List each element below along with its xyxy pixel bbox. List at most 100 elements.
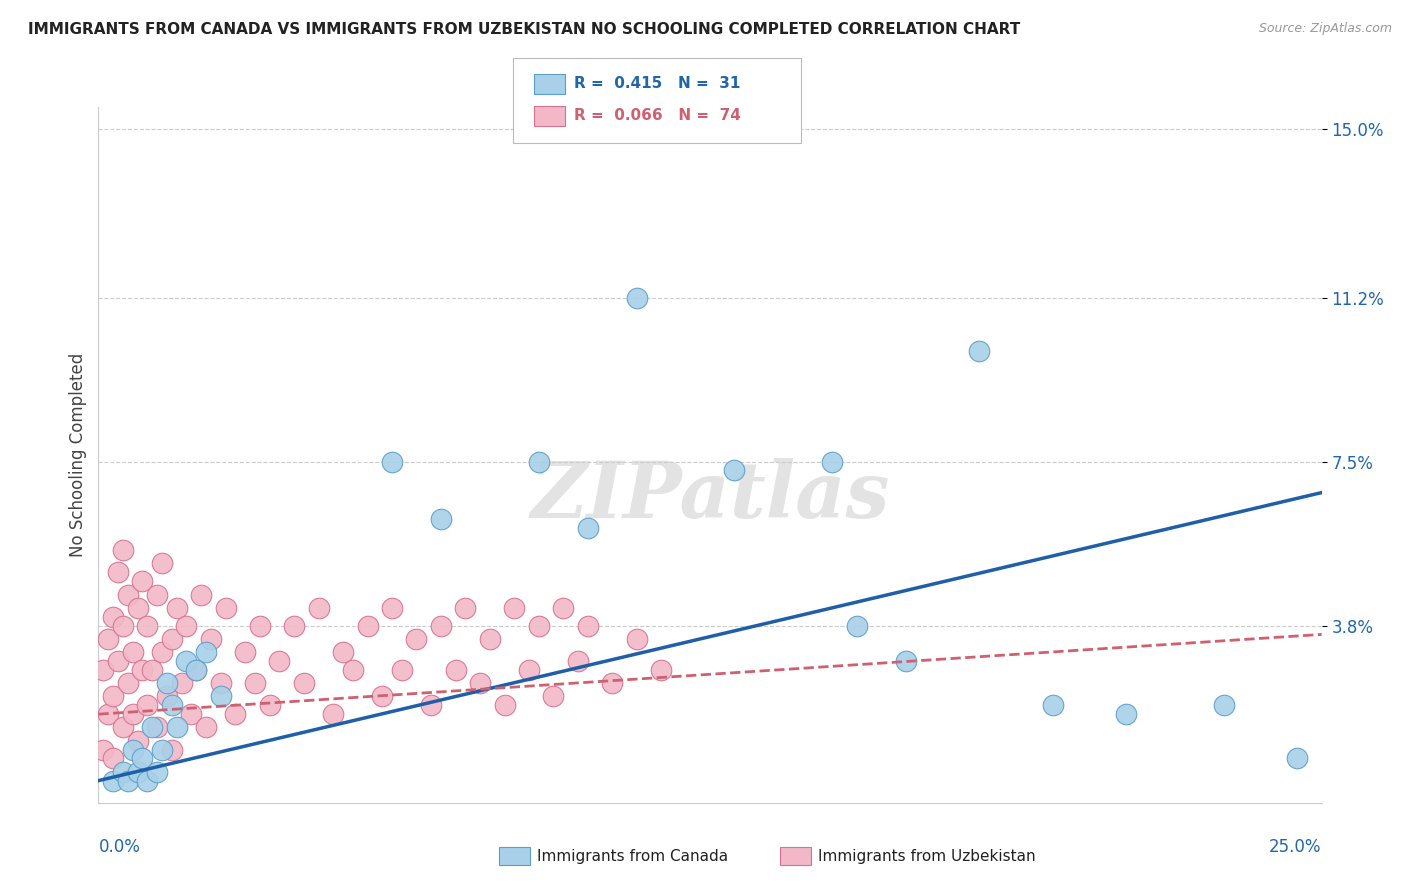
Point [527,618,550,632]
Point [101,690,124,704]
Point [478,632,501,646]
Point [405,632,427,646]
Point [127,764,149,779]
Point [342,663,364,677]
Point [141,721,163,735]
Y-axis label: No Schooling Completed: No Schooling Completed [69,353,87,557]
Point [214,600,236,615]
Point [381,600,404,615]
Point [136,618,159,632]
Point [131,751,153,765]
Point [1115,707,1137,722]
Point [371,690,394,704]
Point [527,454,550,468]
Point [186,663,208,677]
Point [107,566,129,580]
Point [170,676,193,690]
Point [650,663,672,677]
Text: 25.0%: 25.0% [1270,838,1322,856]
Text: Immigrants from Uzbekistan: Immigrants from Uzbekistan [818,849,1036,863]
Point [381,454,404,468]
Point [91,663,114,677]
Point [127,733,149,747]
Point [150,645,173,659]
Point [567,654,589,668]
Point [292,676,315,690]
Point [166,600,188,615]
Point [121,645,143,659]
Point [332,645,354,659]
Point [200,632,222,646]
Point [1042,698,1064,713]
Point [101,751,124,765]
Point [160,698,183,713]
Point [322,707,344,722]
Point [356,618,378,632]
Point [160,632,183,646]
Point [176,654,198,668]
Point [269,654,291,668]
Point [420,698,443,713]
Point [97,632,120,646]
Point [160,742,183,756]
Point [176,618,198,632]
Point [308,600,330,615]
Point [600,676,623,690]
Point [626,632,648,646]
Point [259,698,281,713]
Point [444,663,467,677]
Text: ZIPatlas: ZIPatlas [530,458,890,535]
Point [723,463,745,477]
Point [845,618,868,632]
Point [503,600,526,615]
Point [131,574,153,589]
Point [494,698,516,713]
Point [141,663,163,677]
Point [233,645,256,659]
Point [117,587,139,601]
Point [146,721,169,735]
Point [468,676,491,690]
Text: R =  0.415   N =  31: R = 0.415 N = 31 [574,77,740,91]
Point [101,773,124,788]
Point [150,742,173,756]
Point [117,773,139,788]
Point [626,291,648,305]
Point [131,663,153,677]
Point [150,557,173,571]
Point [166,721,188,735]
Point [967,343,990,358]
Text: Immigrants from Canada: Immigrants from Canada [537,849,728,863]
Point [454,600,477,615]
Point [283,618,305,632]
Point [821,454,844,468]
Point [111,543,134,558]
Point [146,587,169,601]
Point [121,707,143,722]
Point [107,654,129,668]
Point [576,521,599,535]
Point [117,676,139,690]
Point [249,618,271,632]
Point [101,609,124,624]
Point [1212,698,1234,713]
Point [186,663,208,677]
Point [111,764,134,779]
Point [576,618,599,632]
Point [190,587,212,601]
Point [136,698,159,713]
Point [121,742,143,756]
Point [156,690,179,704]
Point [146,764,169,779]
Point [91,742,114,756]
Text: IMMIGRANTS FROM CANADA VS IMMIGRANTS FROM UZBEKISTAN NO SCHOOLING COMPLETED CORR: IMMIGRANTS FROM CANADA VS IMMIGRANTS FRO… [28,22,1021,37]
Point [224,707,246,722]
Point [1286,751,1309,765]
Point [195,645,218,659]
Point [391,663,413,677]
Point [209,690,232,704]
Text: R =  0.066   N =  74: R = 0.066 N = 74 [574,109,741,123]
Text: Source: ZipAtlas.com: Source: ZipAtlas.com [1258,22,1392,36]
Point [517,663,540,677]
Point [209,676,232,690]
